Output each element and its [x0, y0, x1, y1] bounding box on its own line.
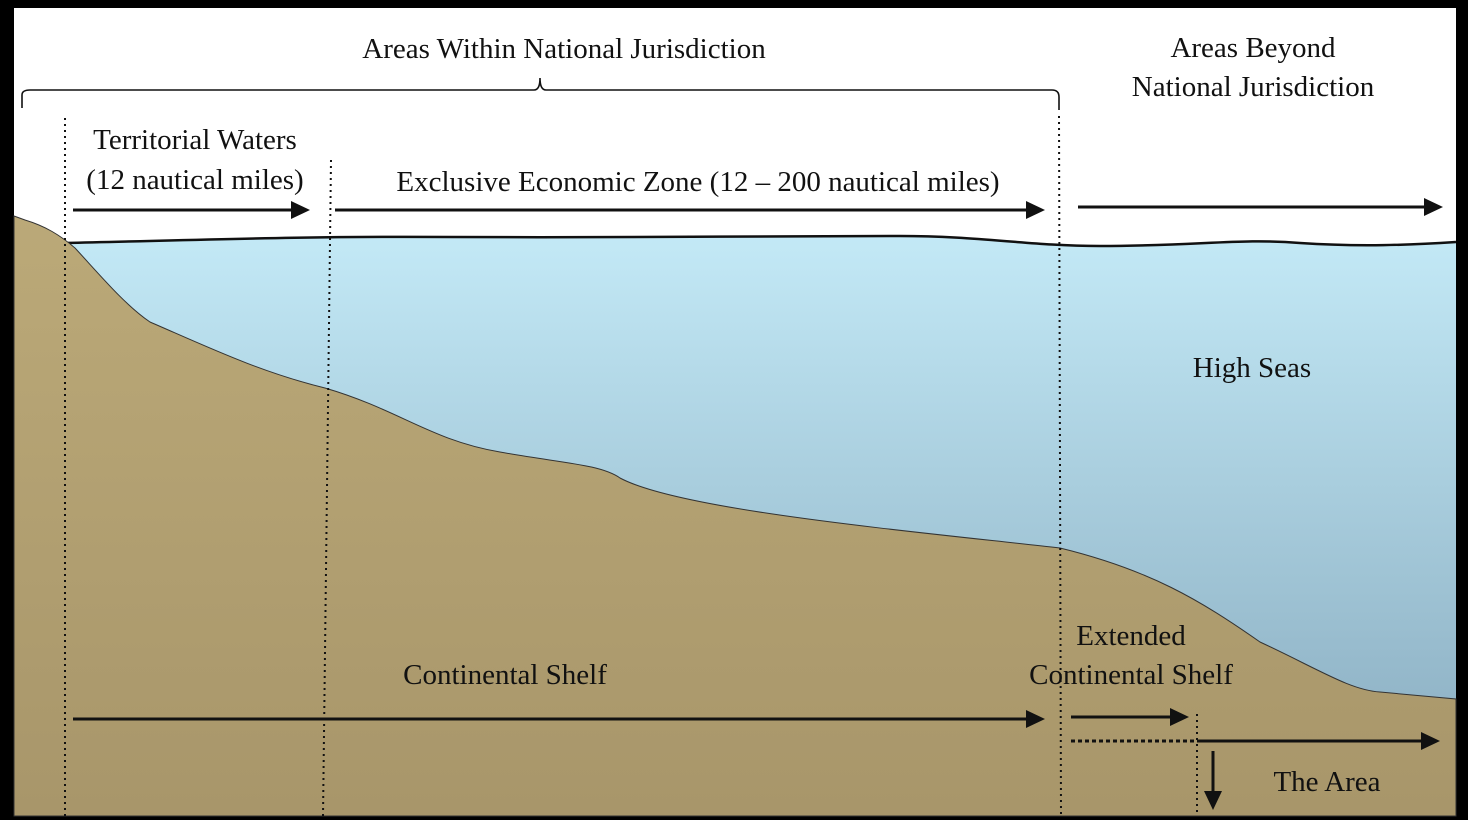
eez-label: Exclusive Economic Zone (12 – 200 nautic… — [396, 166, 999, 198]
territorial-waters-range: (12 nautical miles) — [86, 164, 303, 196]
arrow-extended-shelf — [1071, 708, 1189, 726]
eez-boundary — [1058, 115, 1062, 817]
arrow-territorial — [73, 201, 310, 219]
heading-beyond-line1: Areas Beyond — [1170, 32, 1336, 64]
heading-within-jurisdiction: Areas Within National Jurisdiction — [362, 33, 766, 65]
extended-shelf-line2: Continental Shelf — [1029, 659, 1233, 691]
heading-beyond-line2: National Jurisdiction — [1132, 71, 1375, 103]
high-seas-label: High Seas — [1193, 352, 1311, 384]
seabed-land — [13, 215, 1457, 817]
continental-shelf-label: Continental Shelf — [403, 659, 607, 691]
arrow-eez — [335, 201, 1045, 219]
the-area-label: The Area — [1273, 766, 1380, 798]
arrow-continental-shelf — [73, 710, 1045, 728]
arrow-the-area-down — [1204, 751, 1222, 810]
jurisdiction-brace — [21, 77, 1060, 110]
arrow-high-seas — [1078, 198, 1443, 216]
arrow-the-area-right — [1197, 732, 1440, 750]
sea-surface-line — [64, 234, 1457, 248]
extended-shelf-line1: Extended — [1076, 620, 1186, 652]
territorial-boundary — [322, 159, 332, 817]
territorial-waters-label: Territorial Waters — [93, 124, 297, 156]
